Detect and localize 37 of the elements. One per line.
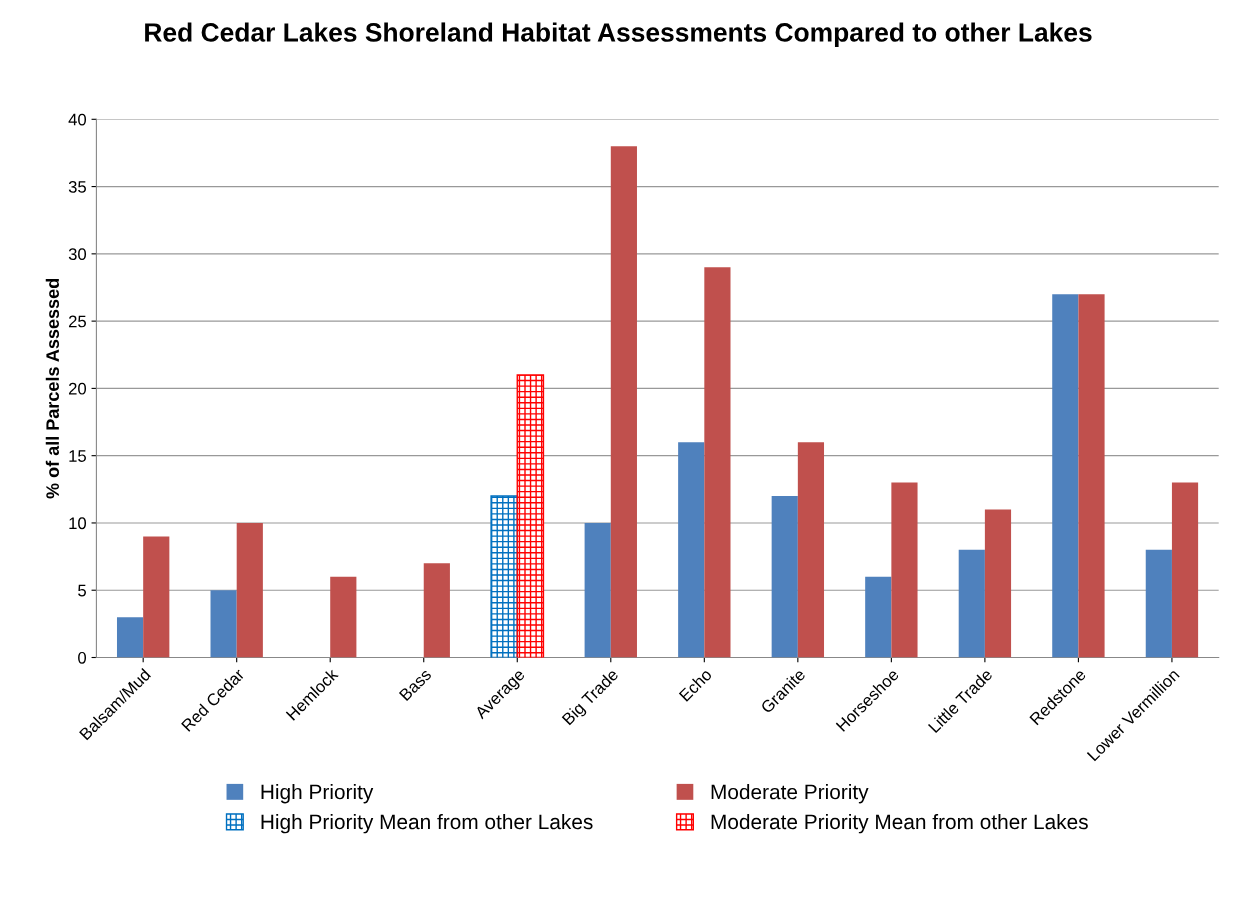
y-tick-label: 40 bbox=[68, 113, 87, 126]
legend-label: High Priority bbox=[261, 784, 374, 804]
bar bbox=[678, 442, 705, 658]
bar bbox=[704, 267, 731, 658]
bar bbox=[1171, 482, 1199, 658]
legend-label: Moderate Priority Mean from other Lakes bbox=[711, 813, 1088, 834]
bar bbox=[891, 482, 918, 658]
y-tick-label: 0 bbox=[78, 651, 87, 664]
bar bbox=[116, 617, 144, 658]
bar bbox=[210, 590, 237, 658]
chart-title: Red Cedar Lakes Shoreland Habitat Assessments Compared to other Lakes bbox=[145, 22, 1092, 48]
legend-label: Moderate Priority bbox=[711, 784, 869, 804]
y-tick-label: 30 bbox=[68, 248, 87, 261]
legend-label: High Priority Mean from other Lakes bbox=[261, 813, 593, 834]
bar bbox=[771, 496, 798, 658]
y-tick-label: 10 bbox=[69, 517, 87, 530]
y-tick-label: 15 bbox=[69, 450, 86, 462]
bar bbox=[236, 522, 263, 658]
y-tick-label: 35 bbox=[68, 180, 86, 193]
bar bbox=[958, 549, 985, 658]
bar bbox=[865, 576, 892, 658]
y-tick-label: 25 bbox=[68, 315, 86, 328]
bar bbox=[423, 563, 450, 658]
y-axis-title: % of all Parcels Assessed bbox=[45, 279, 60, 499]
bar bbox=[143, 536, 170, 658]
bar bbox=[610, 146, 637, 658]
y-tick-label: 5 bbox=[78, 584, 86, 597]
bar bbox=[1052, 294, 1079, 658]
bar bbox=[1078, 294, 1105, 658]
y-tick-label: 20 bbox=[68, 382, 87, 395]
bar bbox=[330, 576, 357, 658]
bar bbox=[490, 495, 518, 658]
bar bbox=[797, 442, 825, 658]
bar bbox=[516, 374, 545, 658]
bar bbox=[984, 509, 1012, 658]
bar bbox=[584, 522, 611, 658]
bar bbox=[1145, 549, 1172, 658]
